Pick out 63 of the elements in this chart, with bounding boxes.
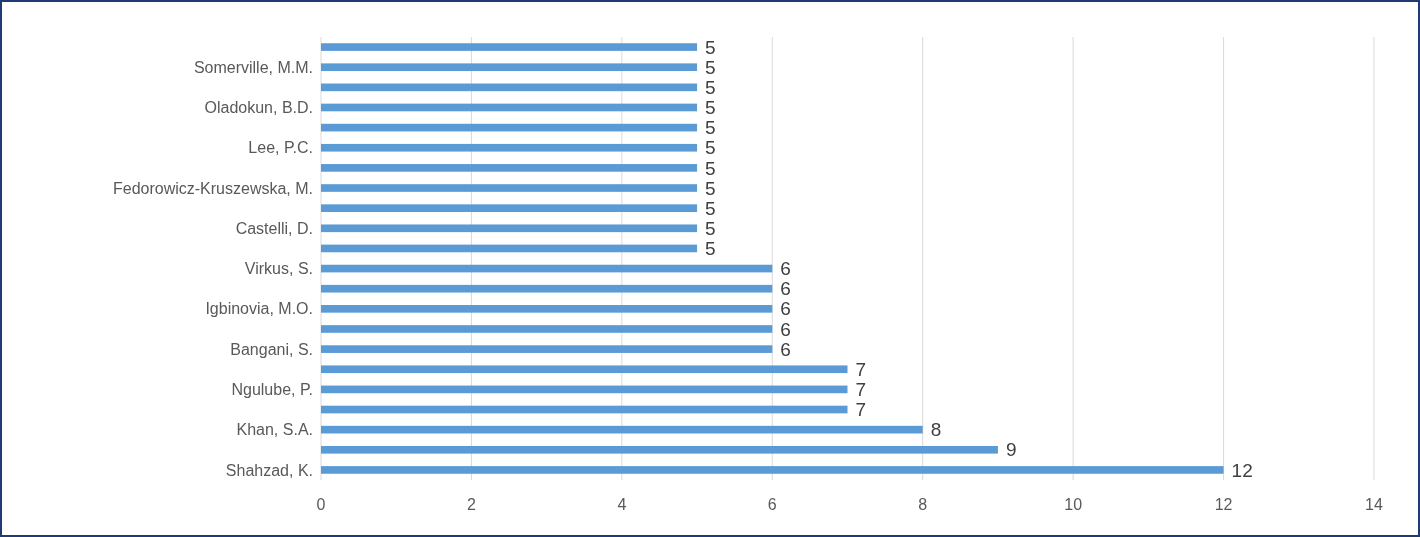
y-tick-label: Khan, S.A. <box>236 421 313 439</box>
bar <box>321 184 698 192</box>
y-tick-label: Fedorowicz-Kruszewska, M. <box>112 179 313 197</box>
bar <box>321 445 998 454</box>
bar <box>321 365 848 374</box>
data-label: 5 <box>705 238 716 260</box>
y-tick-label: Ngulube, P. <box>231 380 313 398</box>
x-tick-label: 0 <box>316 496 326 513</box>
x-tick-label: 14 <box>1365 496 1383 513</box>
x-tick-label: 10 <box>1064 496 1083 513</box>
data-label: 5 <box>705 76 716 98</box>
bar <box>321 466 1224 474</box>
bar <box>321 284 773 293</box>
data-label: 5 <box>705 97 716 119</box>
data-label: 5 <box>705 56 716 78</box>
data-label: 6 <box>780 338 791 360</box>
bar <box>321 264 773 273</box>
data-label: 5 <box>705 197 716 219</box>
bar <box>321 425 923 434</box>
data-label: 6 <box>780 278 791 300</box>
y-tick-label: Virkus, S. <box>244 260 313 278</box>
bar <box>321 325 773 333</box>
data-label: 5 <box>705 177 716 199</box>
bar <box>321 204 698 212</box>
data-label: 5 <box>705 157 716 179</box>
data-label: 7 <box>855 358 867 380</box>
y-tick-label: Bangani, S. <box>230 340 313 358</box>
bar <box>321 305 773 313</box>
data-label: 6 <box>780 258 791 280</box>
bar <box>321 385 848 394</box>
data-label: 5 <box>705 137 716 159</box>
data-label: 5 <box>705 217 716 239</box>
bar <box>321 345 773 353</box>
bar <box>321 123 698 132</box>
bar <box>321 43 698 51</box>
bar <box>321 103 698 112</box>
x-tick-label: 6 <box>767 496 777 513</box>
data-label: 7 <box>855 379 867 401</box>
data-label: 5 <box>705 117 716 139</box>
bar <box>321 143 698 152</box>
bar <box>321 224 698 233</box>
x-tick-label: 8 <box>918 496 928 513</box>
bar <box>321 83 698 92</box>
x-tick-label: 2 <box>466 496 476 513</box>
bar <box>321 244 698 253</box>
y-tick-label: Somerville, M.M. <box>193 58 313 76</box>
data-label: 5 <box>705 36 716 58</box>
y-tick-label: Lee, P.C. <box>248 139 313 157</box>
data-label: 7 <box>855 399 867 421</box>
data-label: 8 <box>930 419 942 441</box>
x-tick-label: 12 <box>1214 496 1233 513</box>
x-tick-label: 4 <box>617 496 627 513</box>
bar <box>321 405 848 414</box>
y-tick-label: Oladokun, B.D. <box>204 99 313 117</box>
y-tick-label: Castelli, D. <box>235 219 313 237</box>
data-label: 6 <box>780 318 791 340</box>
data-label: 12 <box>1231 459 1253 481</box>
bar <box>321 164 698 172</box>
data-label: 9 <box>1005 439 1017 461</box>
bar <box>321 63 698 72</box>
y-tick-label: Igbinovia, M.O. <box>205 300 313 318</box>
data-label: 6 <box>780 298 791 320</box>
y-tick-label: Shahzad, K. <box>225 461 313 479</box>
